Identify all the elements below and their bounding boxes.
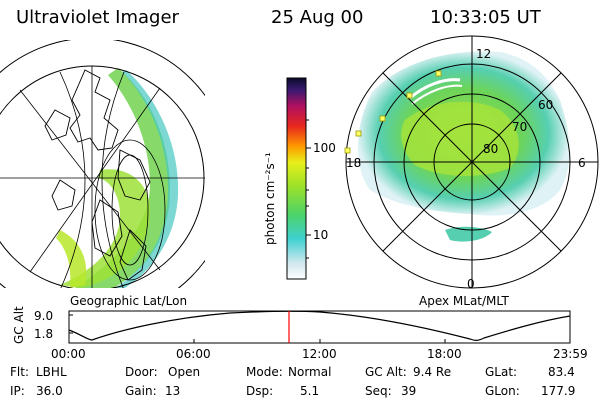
mlat-label-60: 60 [538, 98, 554, 112]
time-label: 10:33:05 UT [430, 7, 541, 28]
altitude-xtick-1800: 18:00 [427, 347, 462, 361]
polar-map [344, 35, 599, 289]
seq-value: 39 [401, 384, 417, 398]
colorbar-tick-100: 100 [313, 141, 336, 155]
colorbar-tick-10: 10 [313, 228, 329, 242]
altitude-xtick-0600: 06:00 [176, 347, 211, 361]
dsp-label: Dsp: [246, 384, 274, 398]
glon-value: 177.9 [541, 384, 576, 398]
geographic-map [0, 40, 205, 288]
date-label: 25 Aug 00 [271, 7, 364, 28]
altitude-xtick-0000: 00:00 [51, 347, 86, 361]
seq-label: Seq: [365, 384, 392, 398]
mode-label: Mode: [246, 365, 283, 379]
door-label: Door: [125, 365, 158, 379]
door-value: Open [168, 365, 201, 379]
altitude-ytick-9: 9.0 [34, 309, 54, 323]
mlt-label-12: 12 [476, 47, 492, 61]
altitude-plot [68, 310, 571, 344]
gain-label: Gain: [125, 384, 157, 398]
filter-label: Flt: [10, 365, 29, 379]
colorbar [286, 77, 307, 280]
mlt-label-18: 18 [346, 156, 362, 170]
ip-label: IP: [10, 384, 25, 398]
mlat-label-80: 80 [483, 142, 499, 156]
altitude-ylabel: GC Alt [12, 306, 26, 344]
glat-value: 83.4 [548, 365, 575, 379]
glat-label: GLat: [485, 365, 518, 379]
geographic-caption: Geographic Lat/Lon [70, 294, 188, 308]
dsp-value: 5.1 [300, 384, 320, 398]
altitude-ytick-1-8: 1.8 [34, 327, 54, 341]
instrument-title: Ultraviolet Imager [16, 7, 179, 28]
altitude-xtick-1200: 12:00 [302, 347, 337, 361]
mlt-label-6: 6 [578, 156, 586, 170]
ip-value: 36.0 [36, 384, 63, 398]
altitude-xtick-2359: 23:59 [553, 347, 588, 361]
apex-caption: Apex MLat/MLT [419, 294, 509, 308]
gcalt-label: GC Alt: [365, 365, 407, 379]
mlt-label-0: 0 [467, 277, 475, 291]
glon-label: GLon: [485, 384, 520, 398]
colorbar-label: photon cm⁻²s⁻¹ [263, 152, 277, 245]
filter-value: LBHL [36, 365, 67, 379]
gcalt-value: 9.4 Re [413, 365, 452, 379]
mlat-label-70: 70 [512, 120, 528, 134]
gain-value: 13 [165, 384, 181, 398]
mode-value: Normal [288, 365, 332, 379]
